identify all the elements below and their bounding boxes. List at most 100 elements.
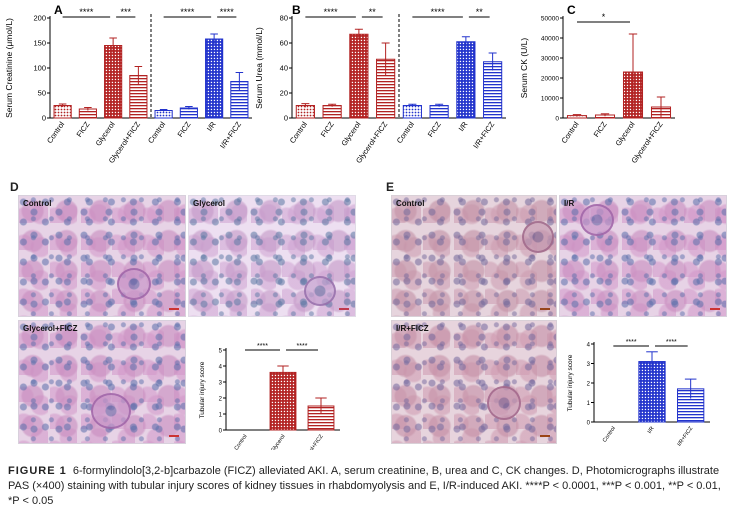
- micrograph-d-glycerol-ficz: Glycerol+FICZ: [18, 320, 186, 444]
- micrograph-label: Control: [23, 199, 52, 208]
- y-tick-label: 2: [587, 382, 591, 388]
- significance-label: ****: [180, 7, 195, 17]
- x-tick-label: I/R+FICZ: [218, 120, 243, 151]
- micrograph-label: I/R+FICZ: [396, 324, 429, 333]
- x-tick-label: I/R+FICZ: [471, 120, 496, 151]
- y-axis-label: Tubular injury score: [567, 354, 574, 411]
- x-tick-label: I/R: [205, 120, 218, 133]
- micrograph-e-control: Control: [391, 195, 557, 317]
- y-tick-label: 40000: [541, 36, 559, 43]
- y-axis-label: Tubular injury score: [199, 361, 206, 418]
- chart-tubular-injury-d: 0 1 2 3 4 5 Tubular injury score Control Glycero…: [199, 343, 340, 450]
- y-tick-label: 100: [33, 64, 46, 73]
- x-tick-label: Glycerol: [270, 434, 286, 450]
- x-tick-label: Control: [146, 120, 167, 145]
- chart-tubular-injury-e: 0 1 2 3 4 Tubular injury score Control I/R I/R+F…: [567, 339, 710, 448]
- micrograph-d-glycerol: Glycerol: [188, 195, 356, 317]
- significance-label: ****: [297, 343, 308, 350]
- y-tick-label: 3: [587, 362, 591, 368]
- significance-label: ****: [666, 339, 677, 346]
- y-tick-label: 10000: [541, 96, 559, 103]
- y-tick-label: 3: [219, 381, 223, 387]
- y-tick-label: 0: [587, 421, 591, 427]
- x-tick-label: I/R: [647, 426, 656, 435]
- chart-serum-ck: C 0 10000 20000 30000 40000 50000 Serum CK (U/L…: [519, 3, 675, 165]
- x-tick-label: Control: [45, 120, 66, 145]
- y-tick-label: 50000: [541, 16, 559, 23]
- significance-label: ****: [257, 343, 268, 350]
- y-tick-label: 60: [280, 39, 288, 48]
- x-tick-label: Control: [395, 120, 416, 145]
- chart-serum-urea: B 0 20 40 60 80 Serum Urea (mmol/L) Control FICZ…: [254, 3, 506, 165]
- significance-label: *: [602, 12, 606, 22]
- x-tick-label: I/R+FICZ: [677, 425, 695, 447]
- significance-label: ****: [431, 7, 446, 17]
- x-tick-label: Glycerol: [339, 120, 362, 148]
- y-tick-label: 4: [587, 343, 591, 349]
- x-tick-label: I/R: [457, 120, 470, 133]
- bar: [104, 45, 123, 119]
- x-tick-label: Control: [288, 120, 309, 145]
- y-tick-label: 150: [33, 39, 46, 48]
- bar: [205, 38, 224, 119]
- significance-label: ****: [79, 7, 94, 17]
- significance-label: **: [369, 7, 377, 17]
- y-tick-label: 40: [280, 64, 288, 73]
- panel-letter-d: D: [10, 180, 19, 194]
- y-tick-label: 4: [219, 365, 223, 371]
- x-tick-label: Control: [559, 120, 580, 145]
- bar: [402, 105, 422, 119]
- y-tick-label: 30000: [541, 56, 559, 63]
- micrograph-label: I/R: [564, 199, 575, 208]
- micrograph-e-ir-ficz: I/R+FICZ: [391, 320, 557, 444]
- significance-label: ****: [324, 7, 339, 17]
- y-tick-label: 0: [284, 114, 288, 123]
- micrograph-label: Control: [396, 199, 425, 208]
- x-tick-label: FICZ: [319, 120, 336, 139]
- bar: [429, 105, 449, 119]
- significance-label: **: [476, 7, 484, 17]
- y-tick-label: 0: [219, 429, 223, 435]
- significance-label: ***: [120, 7, 131, 17]
- panel-letter: C: [567, 3, 576, 17]
- bar: [154, 110, 173, 119]
- x-tick-label: FICZ: [592, 120, 609, 139]
- y-tick-label: 2: [219, 397, 223, 403]
- bar: [53, 105, 72, 119]
- significance-label: ****: [220, 7, 235, 17]
- micrograph-label: Glycerol+FICZ: [23, 324, 78, 333]
- y-axis-label: Serum CK (U/L): [519, 38, 529, 99]
- micrograph-label: Glycerol: [193, 199, 226, 208]
- x-tick-label: FICZ: [75, 120, 92, 139]
- x-tick-label: Glycerol+FICZ: [299, 433, 325, 450]
- micrograph-d-control: Control: [18, 195, 186, 317]
- caption-text: 6-formylindolo[3,2-b]carbazole (FICZ) al…: [8, 465, 721, 507]
- bar: [456, 41, 476, 119]
- micrograph-e-ir: I/R: [559, 195, 727, 317]
- x-tick-label: Glycerol: [94, 120, 117, 148]
- panel-letter: A: [54, 3, 63, 17]
- y-tick-label: 50: [38, 89, 46, 98]
- bar: [322, 105, 342, 119]
- y-tick-label: 20: [280, 89, 288, 98]
- significance-label: ****: [626, 339, 637, 346]
- chart-serum-creatinine: A 0 50 100 150 200 Serum Creatinine (μmol/L) Co…: [4, 3, 252, 165]
- y-axis-label: Serum Urea (mmol/L): [254, 27, 264, 109]
- x-tick-label: FICZ: [176, 120, 193, 139]
- x-tick-label: Control: [602, 426, 617, 444]
- figure-caption: FIGURE 1 6-formylindolo[3,2-b]carbazole …: [8, 464, 728, 509]
- y-axis-label: Serum Creatinine (μmol/L): [4, 18, 14, 118]
- panel-letter-e: E: [386, 180, 395, 194]
- bar: [349, 33, 369, 119]
- x-tick-label: Control: [234, 434, 249, 450]
- y-tick-label: 200: [33, 14, 46, 23]
- y-tick-label: 1: [219, 413, 223, 419]
- y-tick-label: 0: [555, 116, 559, 123]
- y-tick-label: 20000: [541, 76, 559, 83]
- y-tick-label: 5: [219, 349, 223, 355]
- y-tick-label: 80: [280, 14, 288, 23]
- y-tick-label: 0: [42, 114, 46, 123]
- x-tick-label: FICZ: [426, 120, 443, 139]
- figure-label: FIGURE 1: [8, 465, 67, 477]
- y-tick-label: 1: [587, 401, 591, 407]
